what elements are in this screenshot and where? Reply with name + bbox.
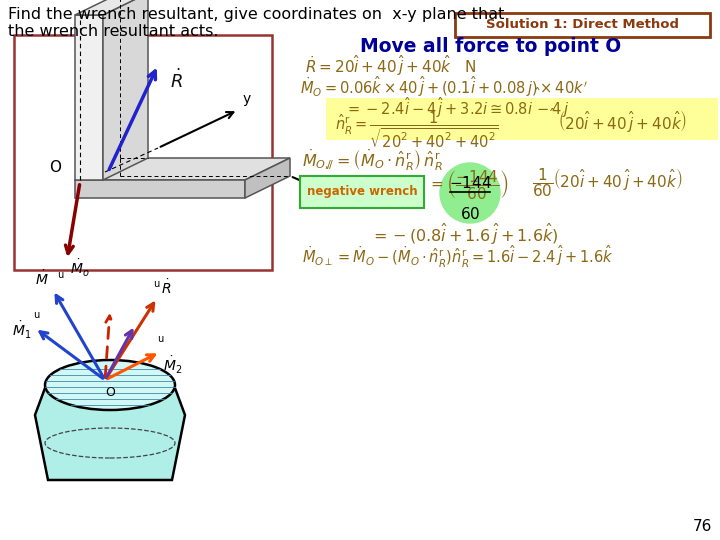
Text: $= \left(\dfrac{-144}{60}\right)$: $= \left(\dfrac{-144}{60}\right)$	[428, 168, 508, 201]
Ellipse shape	[45, 360, 175, 410]
Text: $-144$: $-144$	[449, 175, 492, 191]
Text: y: y	[243, 92, 251, 106]
Text: $\dot{M}_{O\perp} = \dot{M}_O - (\dot{M}_O\cdot\hat{n}^{\rm r}_R)\hat{n}^{\rm r}: $\dot{M}_{O\perp} = \dot{M}_O - (\dot{M}…	[302, 244, 613, 271]
Text: $\dot{M}_1$: $\dot{M}_1$	[12, 320, 31, 341]
Text: O: O	[105, 387, 115, 400]
Polygon shape	[75, 0, 148, 15]
Text: Find the wrench resultant, give coordinates on  x-y plane that: Find the wrench resultant, give coordina…	[8, 7, 505, 22]
Text: u: u	[153, 279, 159, 289]
Text: Move all force to point O: Move all force to point O	[360, 37, 621, 56]
Polygon shape	[103, 0, 148, 180]
Text: $\dfrac{1}{60}\left(20\hat{i}+40\,\hat{j}+40\hat{k}\right)$: $\dfrac{1}{60}\left(20\hat{i}+40\,\hat{j…	[532, 166, 683, 199]
Text: u: u	[157, 334, 163, 344]
Text: $\hat{n}^{\rm r}_R = \dfrac{1}{\sqrt{20^2+40^2+40^2}}$: $\hat{n}^{\rm r}_R = \dfrac{1}{\sqrt{20^…	[335, 110, 499, 150]
Text: $\dot{R} = 20\hat{i} + 40\,\hat{j}+40\hat{k}$   N: $\dot{R} = 20\hat{i} + 40\,\hat{j}+40\ha…	[305, 53, 476, 78]
Text: x: x	[334, 198, 342, 212]
Text: $\left(20\hat{i}+40\,\hat{j}+40\hat{k}\right)$: $\left(20\hat{i}+40\,\hat{j}+40\hat{k}\r…	[558, 108, 687, 134]
Circle shape	[440, 163, 500, 223]
Text: $= -(0.8\hat{i}+1.6\,\hat{j}+1.6\hat{k})$: $= -(0.8\hat{i}+1.6\,\hat{j}+1.6\hat{k})…	[370, 222, 559, 247]
Text: $\dot{R}$: $\dot{R}$	[170, 69, 183, 92]
Text: $\dot{M}_o$: $\dot{M}_o$	[70, 258, 89, 279]
Text: the wrench resultant acts.: the wrench resultant acts.	[8, 24, 218, 39]
Polygon shape	[245, 158, 290, 198]
Polygon shape	[75, 180, 245, 198]
FancyBboxPatch shape	[326, 98, 718, 140]
Text: $\dot{R}$: $\dot{R}$	[161, 278, 171, 297]
Text: u: u	[57, 270, 63, 280]
Text: $\dot{M}$: $\dot{M}$	[35, 269, 49, 288]
Text: $\dot{M}_O = 0.06\hat{k}\times 40\,\hat{j} + (0.1\hat{i}+0.08\,j)\hat{}\times 40: $\dot{M}_O = 0.06\hat{k}\times 40\,\hat{…	[300, 74, 588, 99]
Bar	[14, 35, 272, 270]
Text: $60$: $60$	[460, 206, 480, 222]
Bar	[455, 13, 710, 37]
Text: $= -2.4\hat{i} - 4\,\hat{j}+3.2i \cong 0.8i\,-\hat{}4\,j$: $= -2.4\hat{i} - 4\,\hat{j}+3.2i \cong 0…	[345, 95, 570, 120]
Text: O: O	[49, 160, 61, 175]
Text: $\dot{M}_2$: $\dot{M}_2$	[163, 355, 182, 376]
Text: $\dot{M}_{O,\!\!/\!/} = \left(\dot{M}_O\cdot\hat{n}^{\rm r}_R\right)\,\hat{n}^{\: $\dot{M}_{O,\!\!/\!/} = \left(\dot{M}_O\…	[302, 147, 443, 172]
Text: Solution 1: Direct Method: Solution 1: Direct Method	[486, 18, 679, 31]
FancyBboxPatch shape	[300, 176, 424, 208]
Polygon shape	[75, 158, 290, 180]
Text: negative wrench: negative wrench	[307, 186, 418, 199]
Polygon shape	[35, 380, 185, 480]
Text: u: u	[33, 310, 40, 320]
Text: 76: 76	[693, 519, 712, 534]
Polygon shape	[75, 15, 103, 180]
